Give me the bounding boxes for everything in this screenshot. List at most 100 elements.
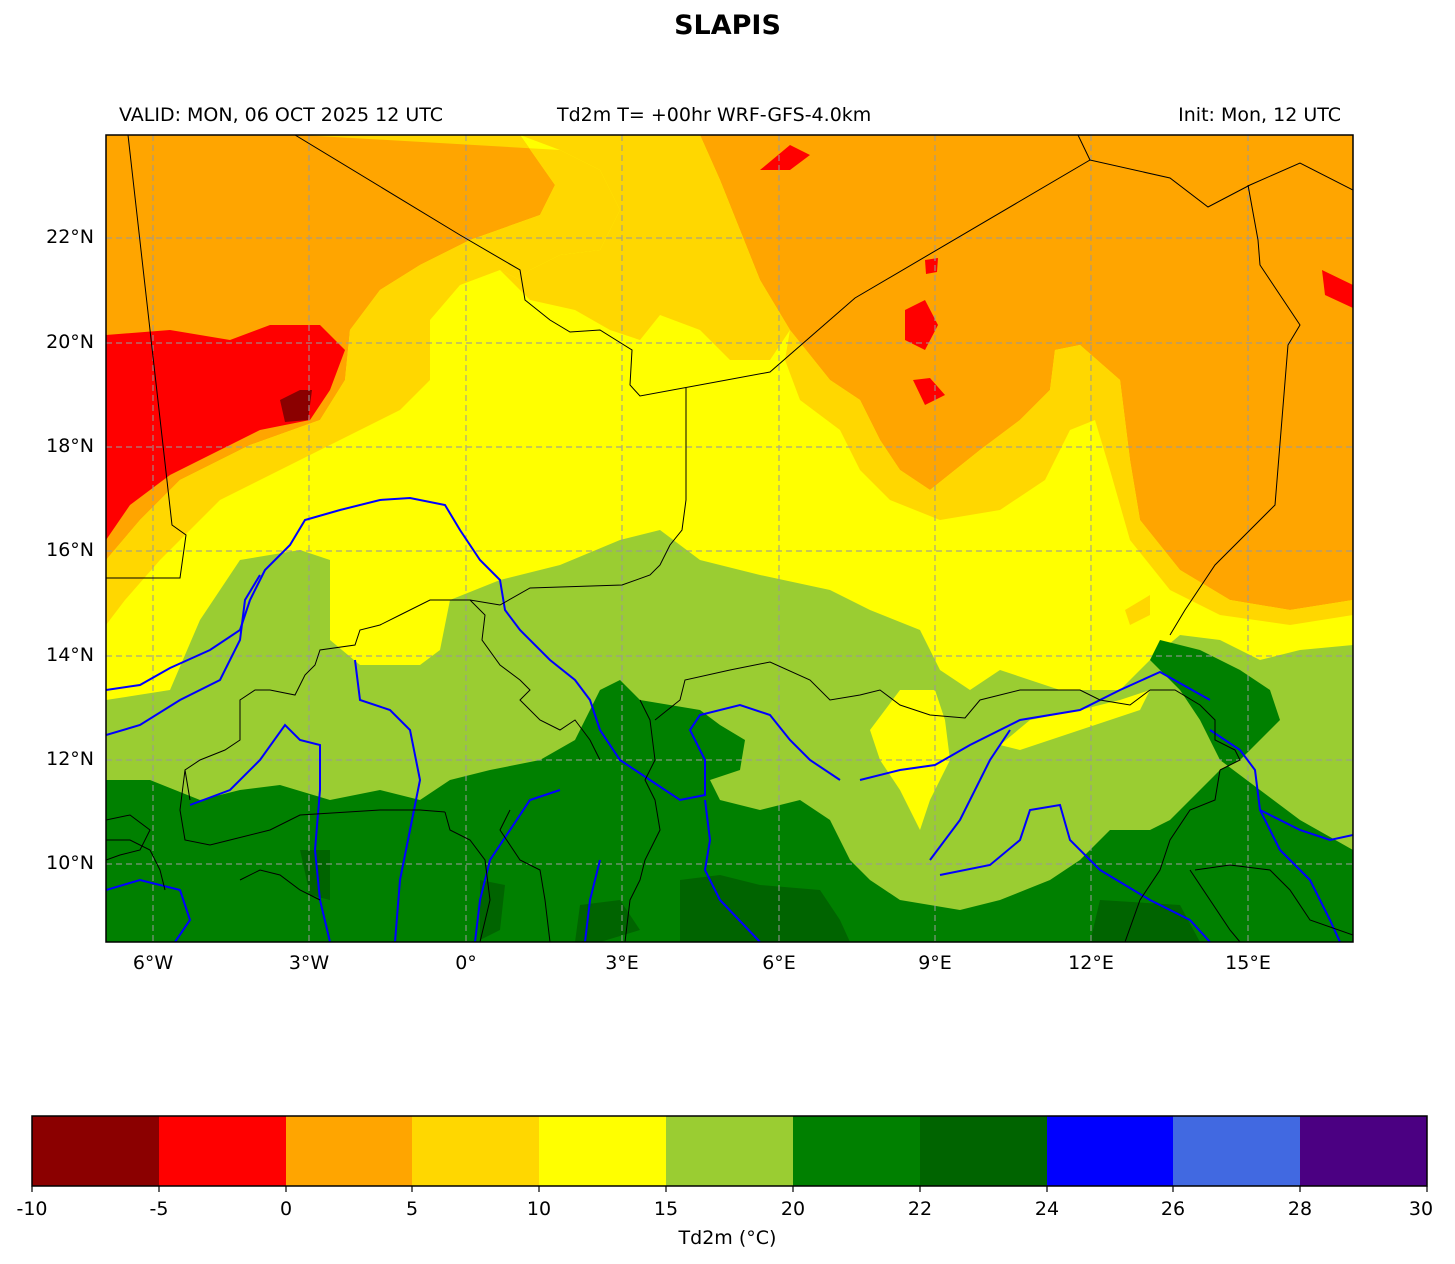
colorbar-tick-label: -5 <box>149 1198 169 1220</box>
togo-benin-border <box>444 811 491 942</box>
field-neg5-0-west <box>106 325 345 540</box>
chari-river <box>1209 729 1341 942</box>
colorbar-ticks <box>31 1186 1428 1192</box>
lon-label: 6°E <box>762 952 796 974</box>
ghana-ivory-border <box>239 869 321 901</box>
colorbar-bin-1 <box>32 1116 159 1186</box>
field-5-10-east <box>785 330 1353 625</box>
colorbar-tick-label: 22 <box>907 1198 933 1220</box>
lon-label: 15°E <box>1225 952 1271 974</box>
colorbar-tick-label: 20 <box>780 1198 806 1220</box>
benue-river <box>703 799 761 942</box>
field-20-22 <box>106 640 1353 942</box>
lat-label: 12°N <box>46 748 94 770</box>
cameroon-car-border <box>1194 864 1353 936</box>
lon-label: 3°W <box>288 952 330 974</box>
chad-cameroon-border <box>1189 869 1241 942</box>
init-time-label: Init: Mon, 12 UTC <box>1178 104 1341 126</box>
colorbar-tick-label: 0 <box>279 1198 293 1220</box>
colorbar-tick-label: 26 <box>1160 1198 1186 1220</box>
lat-label: 16°N <box>46 539 94 561</box>
country-borders <box>106 135 1353 942</box>
field-22-24-c <box>480 880 505 940</box>
field-22-24-a <box>680 875 850 942</box>
colorbar-bin-10 <box>1173 1116 1300 1186</box>
colorbar-bin-6 <box>666 1116 793 1186</box>
benin-nigeria-border <box>624 699 661 942</box>
colorbar-tick-label: 30 <box>1408 1198 1434 1220</box>
field-neg10-neg5 <box>280 390 312 422</box>
colorbar-label: Td2m (°C) <box>678 1227 777 1249</box>
colorbar-tick-label: 10 <box>526 1198 552 1220</box>
colorbar-bin-2 <box>159 1116 286 1186</box>
lat-label: 10°N <box>46 852 94 874</box>
lat-label: 22°N <box>46 226 94 248</box>
lon-label: 9°E <box>918 952 952 974</box>
gridlines <box>106 135 1353 942</box>
ivory-coast-border <box>106 814 151 861</box>
colorbar-frame <box>31 1115 1428 1187</box>
nigeria-cameroon-border <box>1124 769 1221 942</box>
colorbar <box>31 1115 1428 1192</box>
niger-nigeria-border <box>654 661 1151 721</box>
burkina-niger-border <box>469 599 601 761</box>
field-neg5-0-patch-a <box>760 145 810 170</box>
mali-niger-border <box>184 388 687 801</box>
field-0-5-northeast <box>700 135 1353 610</box>
valid-time-label: VALID: MON, 06 OCT 2025 12 UTC <box>119 104 444 126</box>
lat-label: 14°N <box>46 644 94 666</box>
mali-algeria-border <box>294 135 1353 397</box>
field-10-15-pocket-b <box>1000 690 1150 750</box>
field-5-10-northwest <box>106 135 620 625</box>
kaduna-river <box>929 729 1011 861</box>
dewpoint-field <box>106 135 1353 942</box>
lat-label: 20°N <box>46 331 94 353</box>
field-neg5-0-patch-d <box>913 378 945 405</box>
colorbar-bin-11 <box>1300 1116 1427 1186</box>
mauritania-mali-border <box>106 135 187 579</box>
colorbar-tick-label: -10 <box>16 1198 48 1220</box>
field-description-label: Td2m T= +00hr WRF-GFS-4.0km <box>557 104 872 126</box>
mali-guinea-border <box>106 839 166 891</box>
black-volta <box>106 878 192 942</box>
volta-river-a <box>189 723 331 942</box>
mono-river <box>584 859 601 942</box>
oti-river <box>474 789 561 942</box>
lon-label: 6°W <box>132 952 174 974</box>
colorbar-tick-label: 24 <box>1034 1198 1060 1220</box>
field-neg5-0-patch-b <box>905 300 938 350</box>
colorbar-tick-label: 28 <box>1287 1198 1313 1220</box>
lon-label: 0° <box>455 952 477 974</box>
nigeria-chad-lake <box>1150 689 1241 771</box>
volta-river-b <box>354 659 422 942</box>
libya-border <box>1077 135 1091 161</box>
komadugu-river <box>859 670 1211 781</box>
colorbar-bin-7 <box>793 1116 920 1186</box>
map-title: SLAPIS <box>674 10 781 41</box>
lon-label: 3°E <box>605 952 639 974</box>
benin-west-border <box>499 809 551 942</box>
lat-label: 18°N <box>46 435 94 457</box>
gongola-river <box>939 803 1211 942</box>
field-22-24-b <box>300 850 330 900</box>
map-frame <box>105 134 1354 943</box>
colorbar-bin-5 <box>539 1116 666 1186</box>
niger-river <box>106 496 841 802</box>
field-5-10-northcenter <box>500 135 790 360</box>
colorbar-tick-label: 5 <box>405 1198 419 1220</box>
colorbar-bin-4 <box>412 1116 539 1186</box>
colorbar-bin-3 <box>286 1116 412 1186</box>
colorbar-bin-9 <box>1047 1116 1173 1186</box>
field-neg5-0-patch-e <box>1322 270 1353 308</box>
logone-river <box>1259 809 1353 842</box>
ghana-burkina-border <box>179 769 446 846</box>
colorbar-bin-8 <box>920 1116 1047 1186</box>
lon-label: 12°E <box>1068 952 1114 974</box>
rivers <box>106 496 1353 942</box>
colorbar-tick-label: 15 <box>653 1198 679 1220</box>
niger-chad-border <box>1169 184 1301 636</box>
field-neg5-0-patch-c <box>925 258 938 274</box>
bani-river <box>106 574 261 736</box>
field-22-24-d <box>575 900 640 942</box>
